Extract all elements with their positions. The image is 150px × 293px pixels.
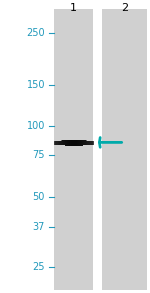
Text: 50: 50 (33, 192, 45, 202)
Text: 1: 1 (70, 3, 77, 13)
Bar (54, 9, 93, 290)
Text: 75: 75 (33, 150, 45, 160)
Text: 2: 2 (121, 3, 128, 13)
Bar (102, 9, 147, 290)
Text: 100: 100 (27, 121, 45, 131)
Text: 150: 150 (27, 80, 45, 90)
Text: 37: 37 (33, 222, 45, 232)
Text: 250: 250 (26, 28, 45, 38)
Text: 25: 25 (33, 262, 45, 272)
